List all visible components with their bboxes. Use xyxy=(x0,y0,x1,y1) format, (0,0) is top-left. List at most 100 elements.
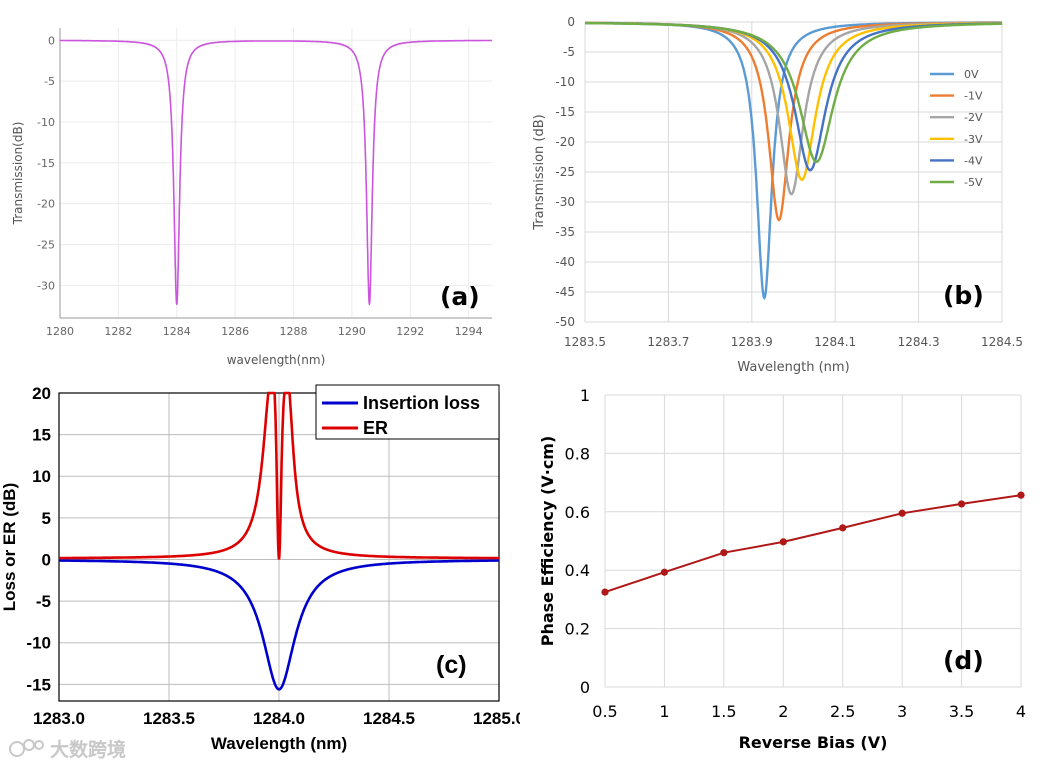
data-point xyxy=(601,588,609,596)
y-tick-label: -10 xyxy=(37,116,55,129)
legend-label: -5V xyxy=(964,176,983,189)
legend-label: -2V xyxy=(964,111,983,124)
x-tick-label: 0.5 xyxy=(592,702,617,721)
y-tick-label: 0 xyxy=(580,678,590,697)
y-tick-label: -5 xyxy=(44,75,55,88)
x-tick-label: 1283.5 xyxy=(564,335,606,349)
x-tick-label: 1284.5 xyxy=(981,335,1023,349)
x-tick-label: 1286 xyxy=(221,325,249,338)
y-tick-label: -25 xyxy=(555,165,575,179)
y-tick-label: -5 xyxy=(563,45,575,59)
x-tick-label: 1285.0 xyxy=(473,709,520,728)
data-point xyxy=(660,568,669,576)
y-tick-label: -30 xyxy=(555,195,575,209)
x-axis-label: wavelength(nm) xyxy=(227,353,326,367)
series-line-5 xyxy=(585,21,1003,164)
y-axis-label: Phase Efficiency (V·cm) xyxy=(538,436,557,647)
data-point xyxy=(720,549,728,557)
y-axis-label: Transmission(dB) xyxy=(11,122,25,226)
x-tick-label: 1290 xyxy=(338,325,366,338)
plot-frame xyxy=(58,392,500,702)
x-tick-label: 1283.7 xyxy=(647,335,689,349)
y-tick-label: 0 xyxy=(567,15,575,29)
data-point xyxy=(957,500,966,508)
x-tick-label: 1283.9 xyxy=(731,335,773,349)
series-line-phase-efficiency xyxy=(604,494,1022,594)
x-axis-label: Wavelength (nm) xyxy=(211,734,347,753)
y-axis-label: Transmission (dB) xyxy=(532,114,547,230)
y-axis-label: Loss or ER (dB) xyxy=(0,483,19,611)
y-tick-label: -10 xyxy=(26,634,51,653)
legend-label: -3V xyxy=(964,133,983,146)
chart-c: 1283.0 1283.5 1284.0 1284.5 1285.0 20 15 10 5 0 -5… xyxy=(0,384,520,753)
panel-label: (b) xyxy=(943,281,984,310)
panel-label: (d) xyxy=(943,646,984,675)
y-tick-label: -20 xyxy=(555,135,575,149)
y-tick-label: -50 xyxy=(555,315,575,329)
y-tick-label: -15 xyxy=(37,157,55,170)
y-tick-label: -5 xyxy=(36,592,51,611)
x-tick-label: 3 xyxy=(897,702,907,721)
x-tick-label: 1292 xyxy=(396,325,424,338)
chart-a: 1280 1282 1284 1286 1288 1290 1292 1294 0 -5 -10 -1… xyxy=(11,28,492,367)
x-axis-label: Wavelength (nm) xyxy=(737,360,849,375)
legend-label: 0V xyxy=(964,68,979,81)
legend-label: Insertion loss xyxy=(363,393,480,413)
legend-label: -4V xyxy=(964,154,983,167)
watermark: 大数跨境 xyxy=(6,736,146,762)
data-point xyxy=(1017,491,1025,499)
x-tick-label: 1282 xyxy=(104,325,132,338)
x-axis-label: Reverse Bias (V) xyxy=(739,733,888,752)
data-point xyxy=(779,538,787,546)
x-tick-label: 1283.0 xyxy=(33,709,85,728)
y-tick-label: 0.6 xyxy=(565,503,590,522)
legend-label: -1V xyxy=(964,90,983,103)
x-tick-label: 1284.0 xyxy=(253,709,305,728)
y-tick-label: -30 xyxy=(37,279,55,292)
y-tick-label: -10 xyxy=(555,75,575,89)
y-tick-label: -35 xyxy=(555,225,575,239)
x-tick-label: 1284.1 xyxy=(814,335,856,349)
y-tick-label: 10 xyxy=(32,467,51,486)
series-line-er xyxy=(59,391,499,560)
y-tick-label: 0 xyxy=(48,34,55,47)
x-tick-label: 2 xyxy=(778,702,788,721)
chart-b: 1283.5 1283.7 1283.9 1284.1 1284.3 1284.5 0 -5 -… xyxy=(532,15,1023,375)
x-tick-label: 1284.5 xyxy=(363,709,415,728)
legend-label: ER xyxy=(363,418,388,438)
y-tick-label: -45 xyxy=(555,285,575,299)
data-point xyxy=(898,509,906,517)
x-tick-label: 1 xyxy=(659,702,669,721)
y-tick-label: 20 xyxy=(32,384,51,403)
panel-label: (c) xyxy=(436,651,467,679)
data-point xyxy=(839,524,847,532)
y-tick-label: -15 xyxy=(26,675,51,694)
x-tick-label: 1280 xyxy=(46,325,74,338)
panel-label: (a) xyxy=(440,282,480,311)
y-tick-label: 15 xyxy=(32,426,51,445)
y-tick-label: -25 xyxy=(37,238,55,251)
x-tick-label: 4 xyxy=(1016,702,1026,721)
x-tick-label: 1288 xyxy=(280,325,308,338)
y-tick-label: -40 xyxy=(555,255,575,269)
y-tick-label: -15 xyxy=(555,105,575,119)
y-tick-label: 1 xyxy=(580,386,590,405)
x-tick-label: 1.5 xyxy=(711,702,736,721)
x-tick-label: 1284.3 xyxy=(898,335,940,349)
y-tick-label: 0.2 xyxy=(565,620,590,639)
chart-d: 0 0.2 0.4 0.6 0.8 1 0.5 1 1.5 2 2.5 3 3.5 4 Reverse Bi… xyxy=(538,386,1026,752)
x-tick-label: 1284 xyxy=(163,325,191,338)
legend-box xyxy=(315,384,500,440)
x-tick-label: 3.5 xyxy=(949,702,974,721)
series-line-transmission xyxy=(60,39,492,306)
x-tick-label: 2.5 xyxy=(830,702,855,721)
watermark-logo-icon: 大数跨境 xyxy=(9,738,126,761)
watermark-text: 大数跨境 xyxy=(50,738,126,761)
y-tick-label: 0.4 xyxy=(565,561,590,580)
series-line-insertion-loss xyxy=(59,559,499,691)
y-tick-label: 0.8 xyxy=(565,444,590,463)
x-tick-label: 1294 xyxy=(455,325,483,338)
y-tick-label: 0 xyxy=(42,550,51,569)
y-tick-label: -20 xyxy=(37,198,55,211)
y-tick-label: 5 xyxy=(42,509,51,528)
